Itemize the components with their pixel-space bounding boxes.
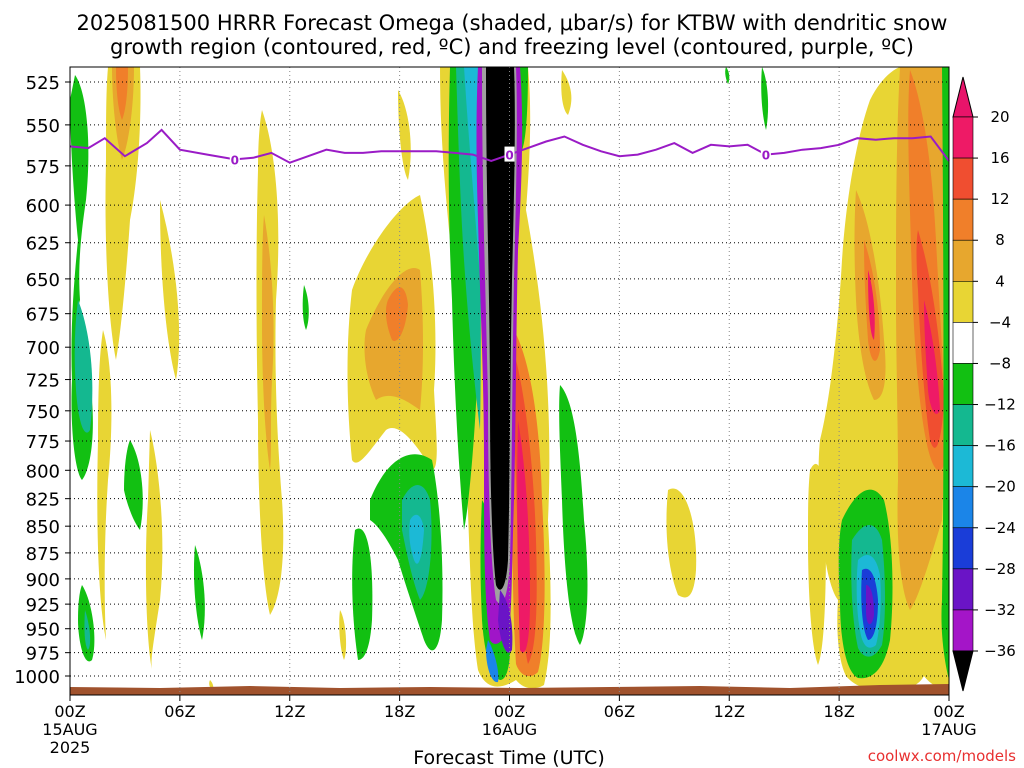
colorbar-bottom-arrow	[952, 650, 974, 692]
y-tick-label: 850	[26, 517, 60, 538]
colorbar: 20 16 12 8 4 −4 −8 −12 −16 −20 −24 −28 −32 −36	[952, 76, 1016, 692]
x-tick-label: 00Z	[494, 702, 525, 721]
colorbar-swatch	[952, 568, 974, 611]
freezing-level-labels: 0 0 0	[229, 146, 771, 167]
x-tick-label: 00Z	[54, 702, 85, 721]
colorbar-swatch	[952, 404, 974, 446]
y-tick-label: 1000	[14, 667, 60, 688]
y-tick-label: 975	[26, 644, 60, 665]
x-date-label: 16AUG	[482, 720, 537, 739]
colorbar-label: −24	[984, 519, 1016, 537]
colorbar-swatch	[952, 527, 974, 570]
colorbar-label: 4	[995, 272, 1005, 290]
colorbar-swatch	[952, 445, 974, 487]
x-date-label: 17AUG	[921, 720, 976, 739]
omega-shading	[70, 67, 949, 690]
y-tick-label: 800	[26, 461, 60, 482]
x-tick-label: 06Z	[164, 702, 195, 721]
x-tick-label: 00Z	[933, 702, 964, 721]
y-tick-label: 775	[26, 432, 60, 453]
y-axis: 525 550 575 600 625 650 675 700 725 750 775 800 825 8…	[14, 73, 70, 688]
colorbar-swatch	[952, 198, 974, 241]
colorbar-swatch	[952, 486, 974, 529]
colorbar-label: −16	[984, 437, 1016, 455]
colorbar-label: 12	[990, 190, 1009, 208]
colorbar-label: −36	[984, 642, 1016, 660]
y-tick-label: 925	[26, 595, 60, 616]
colorbar-swatch	[952, 363, 974, 405]
grid-lines	[70, 67, 949, 695]
x-axis: 00Z 06Z 12Z 18Z 00Z 06Z 12Z 18Z 00Z15AUG202516AU…	[42, 695, 977, 757]
y-tick-label: 575	[26, 157, 60, 178]
x-tick-label: 18Z	[823, 702, 854, 721]
y-tick-label: 550	[26, 116, 60, 137]
colorbar-label: −8	[989, 354, 1011, 372]
y-tick-label: 675	[26, 305, 60, 326]
x-tick-label: 12Z	[714, 702, 745, 721]
y-tick-label: 950	[26, 620, 60, 641]
y-tick-label: 900	[26, 570, 60, 591]
contour-label: 0	[762, 149, 770, 163]
x-axis-title: Forecast Time (UTC)	[413, 747, 604, 768]
colorbar-label: 8	[995, 231, 1005, 249]
x-year-label: 2025	[50, 738, 91, 757]
colorbar-label: −28	[984, 560, 1016, 578]
contour-label: 0	[505, 149, 513, 163]
colorbar-label: −4	[989, 313, 1011, 331]
y-tick-label: 700	[26, 338, 60, 359]
y-tick-label: 725	[26, 371, 60, 392]
colorbar-label: 20	[990, 108, 1009, 126]
surface-band	[70, 684, 949, 695]
colorbar-label: −20	[984, 478, 1016, 496]
x-tick-label: 18Z	[384, 702, 415, 721]
contour-label-bg	[504, 146, 515, 162]
chart-title-line2: growth region (contoured, red, ºC) and f…	[110, 35, 914, 59]
contour-label-bg	[760, 146, 771, 162]
colorbar-label: −32	[984, 601, 1016, 619]
colorbar-label: −12	[984, 396, 1016, 414]
contour-label-bg	[229, 151, 240, 167]
colorbar-swatch	[952, 609, 974, 652]
y-tick-label: 650	[26, 270, 60, 291]
colorbar-swatch	[952, 157, 974, 200]
x-tick-label: 06Z	[604, 702, 635, 721]
y-tick-label: 625	[26, 234, 60, 255]
x-tick-label: 12Z	[274, 702, 305, 721]
y-tick-label: 525	[26, 73, 60, 94]
credit-text: coolwx.com/models	[868, 747, 1016, 765]
contour-label: 0	[231, 153, 239, 167]
y-tick-label: 600	[26, 196, 60, 217]
colorbar-swatch	[952, 322, 974, 364]
colorbar-swatch	[952, 116, 974, 159]
y-tick-label: 825	[26, 490, 60, 511]
chart-title-line1: 2025081500 HRRR Forecast Omega (shaded, …	[77, 11, 948, 35]
colorbar-label: 16	[990, 149, 1009, 167]
x-date-label: 15AUG	[42, 720, 97, 739]
y-tick-label: 875	[26, 544, 60, 565]
colorbar-top-arrow	[952, 76, 974, 118]
y-tick-label: 750	[26, 402, 60, 423]
colorbar-swatch	[952, 281, 974, 323]
colorbar-swatch	[952, 239, 974, 282]
